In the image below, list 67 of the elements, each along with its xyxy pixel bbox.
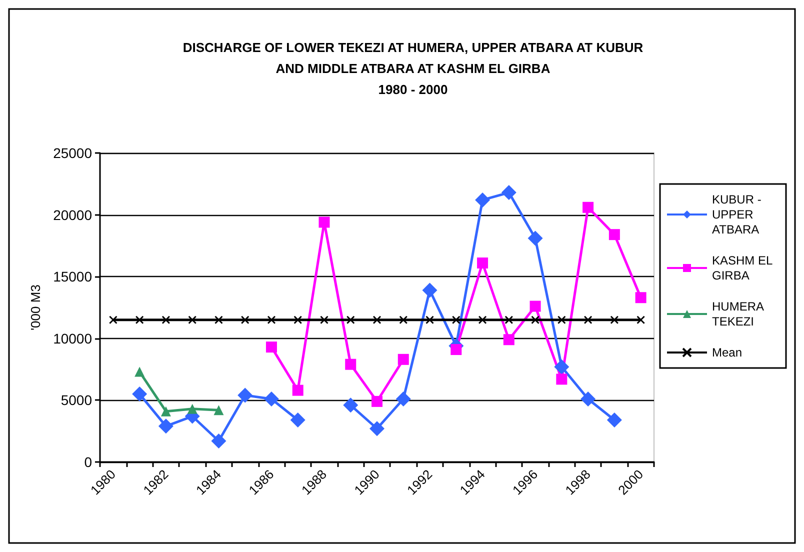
y-tick-label: 5000 [60, 392, 92, 408]
point [450, 344, 462, 356]
point [343, 398, 358, 413]
y-tick-label: 25000 [53, 145, 92, 161]
point [584, 316, 592, 324]
point [292, 384, 304, 396]
point [187, 404, 198, 414]
y-tick-label: 20000 [53, 206, 92, 223]
point [452, 316, 460, 324]
point [266, 342, 277, 353]
point [372, 396, 382, 407]
point [267, 316, 276, 324]
point [580, 391, 596, 406]
point [214, 316, 223, 324]
point [320, 316, 328, 324]
point [554, 359, 570, 374]
point [372, 316, 382, 324]
point [290, 412, 306, 428]
point [530, 300, 541, 312]
legend-label: Mean [712, 346, 742, 360]
point [160, 406, 171, 416]
point [556, 374, 568, 385]
point [318, 216, 330, 228]
point [635, 292, 646, 304]
point [264, 391, 279, 406]
point [108, 316, 118, 324]
point [422, 282, 438, 298]
point [531, 316, 540, 324]
point [345, 358, 356, 370]
point [135, 316, 144, 324]
point [399, 316, 408, 324]
point [477, 258, 488, 269]
y-tick-label: 15000 [53, 268, 92, 285]
point [582, 202, 594, 213]
point [398, 354, 409, 365]
point [211, 433, 226, 448]
point [162, 316, 170, 324]
legend-label: KASHM EL GIRBA [712, 254, 776, 282]
point [132, 386, 148, 402]
point [610, 316, 619, 324]
point [608, 229, 620, 240]
point [501, 185, 516, 200]
point [158, 418, 174, 434]
point [214, 405, 224, 416]
legend-label: HUMERA TEKEZI [712, 300, 767, 328]
point [188, 316, 197, 324]
point [426, 316, 434, 324]
point [557, 316, 566, 324]
point [504, 316, 514, 324]
point [636, 316, 646, 324]
y-tick-label: 0 [84, 454, 92, 470]
point [503, 334, 514, 346]
point [396, 391, 411, 406]
point [370, 421, 384, 436]
point [606, 412, 622, 428]
point [294, 316, 302, 324]
y-axis-title: '000 M3 [28, 284, 43, 330]
point [478, 316, 487, 324]
y-tick-label: 10000 [53, 330, 92, 346]
point [238, 388, 253, 403]
point [240, 316, 250, 324]
point [346, 316, 355, 324]
chart-title: DISCHARGE OF LOWER TEKEZI AT HUMERA, UPPER ATBARA AT KUBUR AND MIDDLE ATBARA AT KASHM EL GIRBA 1980 - 2000 [182, 40, 644, 97]
legend-label: KUBUR - UPPER ATBARA [712, 192, 765, 236]
point [528, 230, 543, 246]
point [475, 192, 490, 208]
point [134, 366, 145, 377]
